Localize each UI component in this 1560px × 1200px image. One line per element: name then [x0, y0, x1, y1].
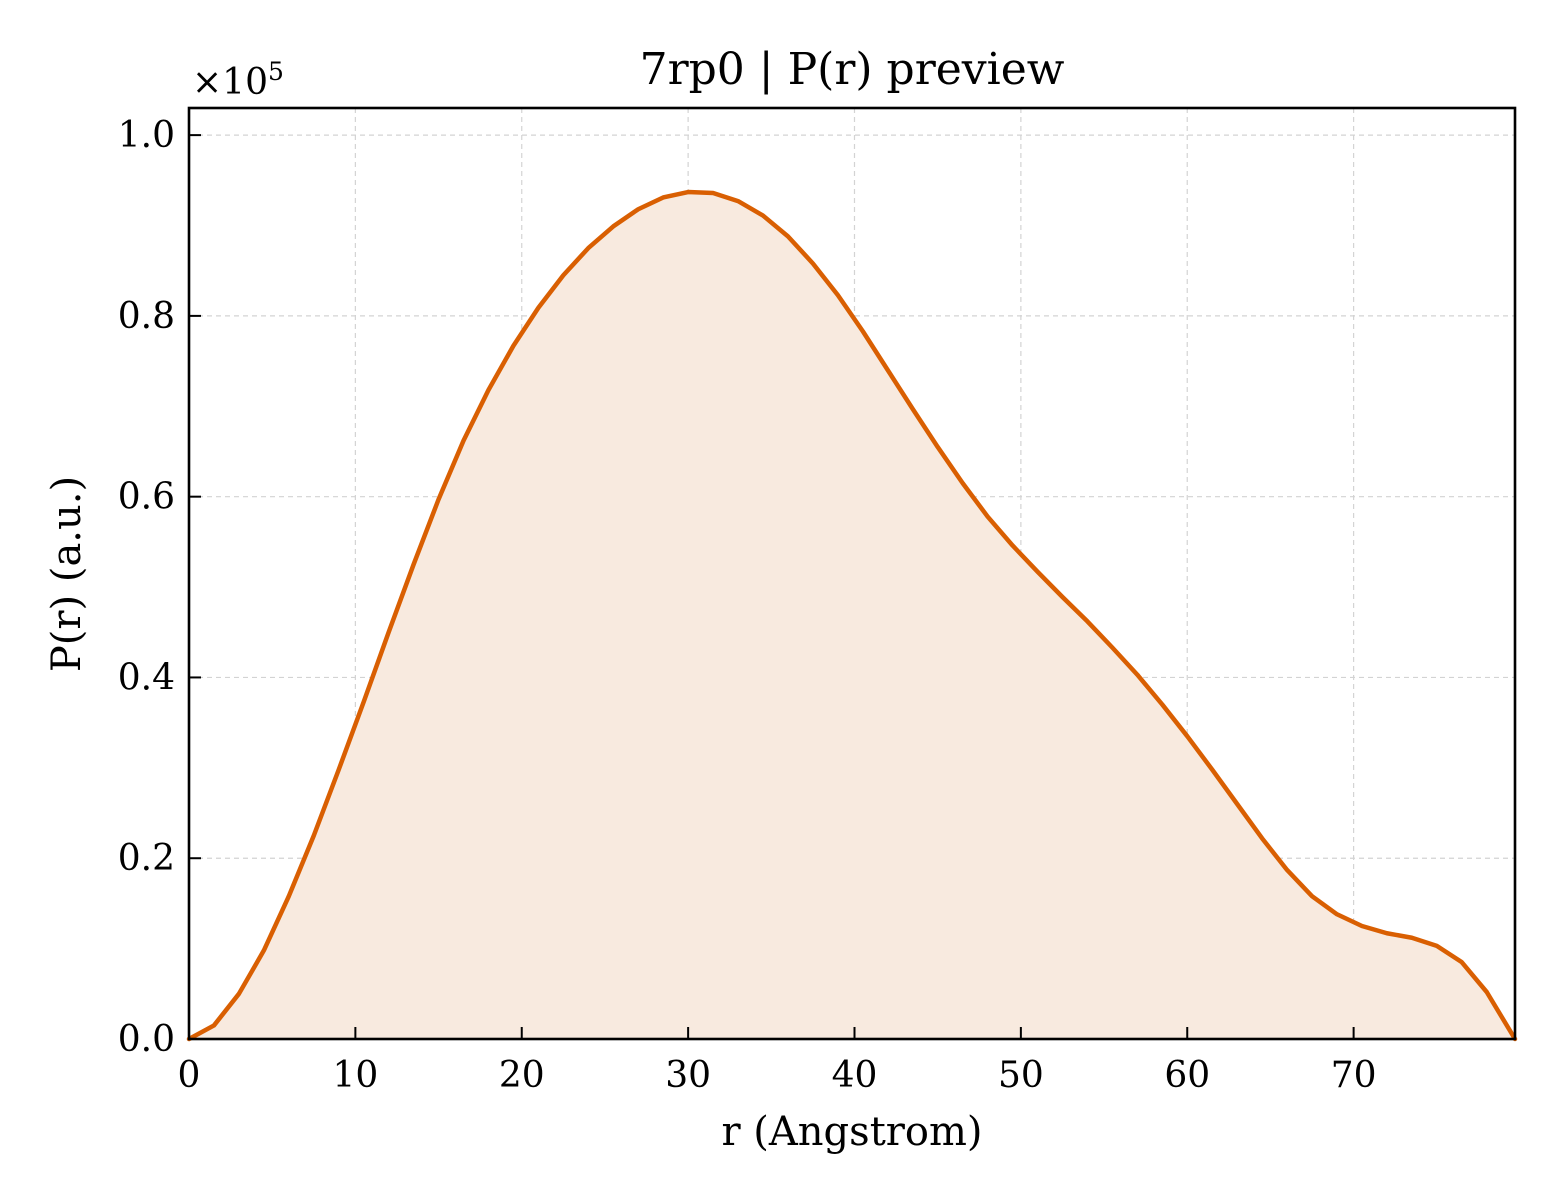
data-point: [462, 439, 465, 442]
data-point: [737, 200, 739, 202]
x-tick-label: 20: [499, 1055, 545, 1096]
plot-frame: [187, 106, 1517, 1041]
data-point: [1485, 991, 1488, 993]
x-tick-label: 60: [1164, 1055, 1210, 1096]
data-point: [1436, 945, 1438, 947]
data-point: [1111, 646, 1114, 649]
data-point: [812, 262, 814, 265]
y-tick-label: 0.6: [118, 477, 175, 518]
y-multiplier-base: ×10: [192, 62, 268, 103]
x-tick-label: 70: [1331, 1055, 1377, 1096]
data-point: [662, 196, 664, 199]
data-point: [562, 274, 565, 277]
data-point: [862, 330, 864, 333]
data-point: [537, 306, 540, 309]
y-tick-label: 0.2: [118, 838, 175, 879]
data-point: [1011, 544, 1014, 547]
data-point: [1336, 913, 1338, 916]
chart-title: 7rp0 | P(r) preview: [640, 44, 1065, 95]
data-point: [1361, 925, 1363, 927]
data-point: [1136, 673, 1139, 676]
x-tick-label: 0: [178, 1055, 201, 1096]
data-point: [337, 768, 340, 771]
data-point: [986, 515, 989, 518]
data-point: [288, 895, 290, 897]
data-point: [387, 631, 390, 634]
x-tick-label: 50: [998, 1055, 1044, 1096]
data-point: [911, 408, 914, 410]
data-point: [612, 225, 615, 228]
data-point: [1211, 768, 1213, 771]
data-point: [1460, 961, 1463, 963]
tick-layer: 0 10 20 30 40 50 60 70 0.0 0.2 0.4 0.6 0.8 1.0: [118, 115, 1377, 1096]
pr-curve-line: [186, 189, 1518, 1042]
y-tick-label: 1.0: [118, 115, 175, 156]
data-point: [1411, 936, 1413, 939]
y-tick-label: 0.8: [118, 296, 175, 337]
series-layer: [186, 189, 1518, 1042]
data-point: [1386, 932, 1388, 935]
x-tick-label: 30: [665, 1055, 711, 1096]
data-point: [1261, 837, 1263, 840]
data-point: [637, 208, 640, 211]
data-point: [1161, 703, 1164, 706]
data-point: [1311, 895, 1313, 897]
area-fill: [189, 192, 1515, 1039]
data-point: [587, 247, 590, 249]
axes-layer: [187, 106, 1517, 1041]
data-point: [837, 294, 839, 296]
data-point: [886, 369, 889, 371]
label-layer: 7rp0 | P(r) preview r (Angstrom) P(r) (a…: [44, 44, 1065, 1155]
data-point: [362, 701, 365, 703]
data-point: [512, 344, 515, 347]
data-point: [1086, 620, 1089, 623]
data-point: [238, 993, 240, 995]
y-axis-label: P(r) (a.u.): [44, 476, 90, 672]
data-point: [487, 389, 490, 391]
data-point: [687, 191, 689, 193]
y-tick-label: 0.0: [118, 1019, 175, 1060]
x-axis-label: r (Angstrom): [721, 1109, 982, 1155]
data-point: [1286, 869, 1288, 871]
data-point: [312, 834, 315, 837]
data-point: [712, 192, 714, 194]
data-point: [936, 446, 939, 448]
data-point: [961, 482, 964, 484]
y-axis-multiplier: ×105: [192, 57, 284, 103]
y-multiplier-exponent: 5: [268, 57, 284, 86]
data-point: [1236, 803, 1238, 805]
data-point: [213, 1024, 215, 1027]
x-tick-label: 10: [332, 1055, 378, 1096]
data-point: [1186, 735, 1189, 737]
x-tick-label: 40: [832, 1055, 878, 1096]
data-point: [412, 563, 415, 566]
data-point: [1036, 570, 1039, 573]
data-point: [263, 949, 265, 952]
data-point: [787, 235, 789, 238]
y-tick-label: 0.4: [118, 657, 175, 698]
data-point: [762, 214, 764, 217]
data-point: [1061, 596, 1064, 598]
data-point: [437, 498, 440, 501]
